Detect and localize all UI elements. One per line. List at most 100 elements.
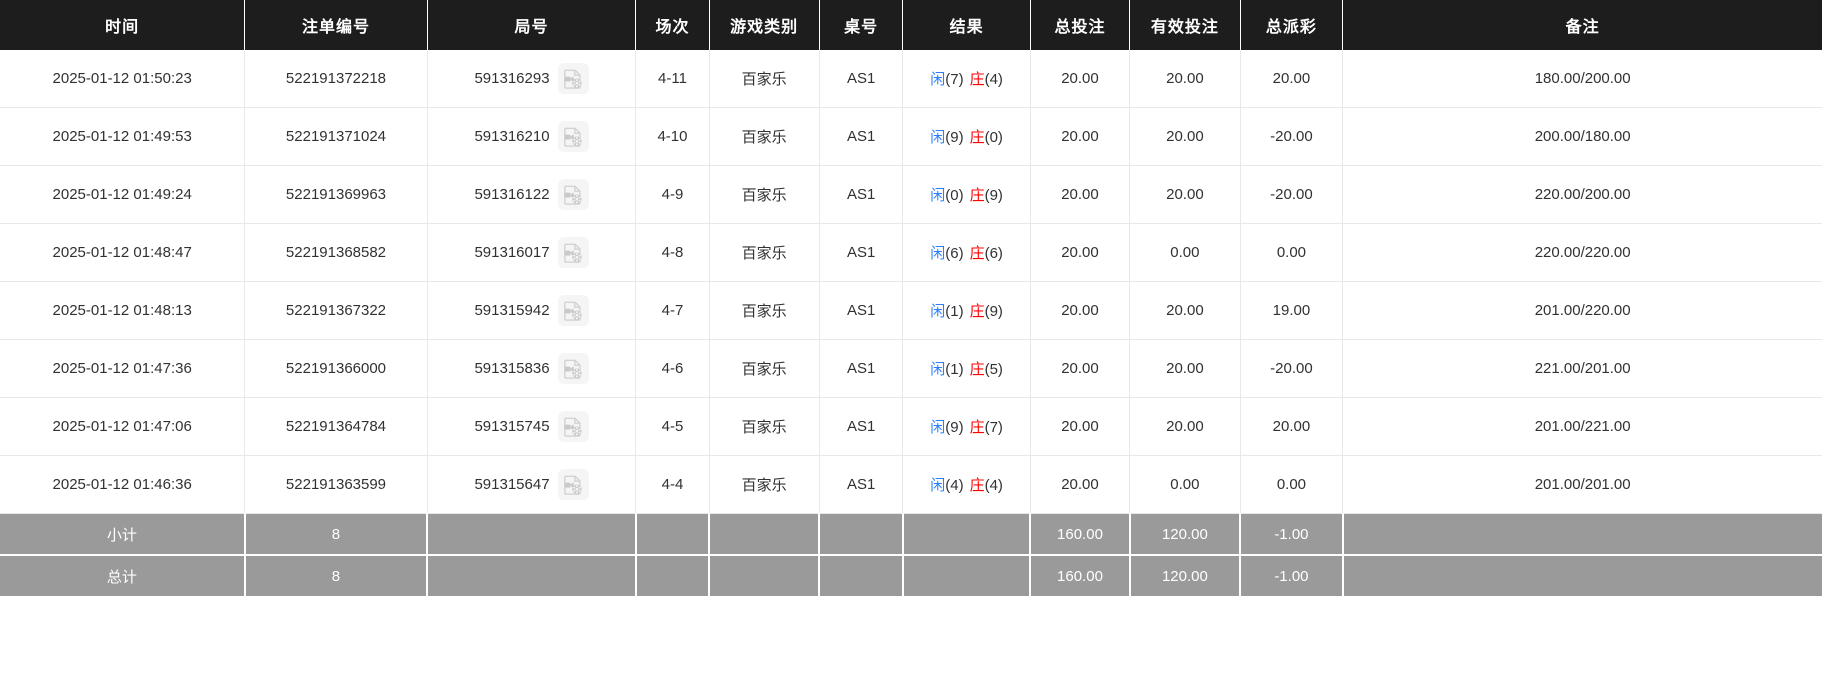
table-row[interactable]: 2025-01-12 01:48:13 522191367322 591315942…	[0, 281, 1822, 340]
cell-time: 2025-01-12 01:47:06	[0, 397, 246, 456]
cell-result: 闲(4) 庄(4)	[902, 455, 1031, 514]
table-row[interactable]: 2025-01-12 01:46:36 522191363599 591315647…	[0, 455, 1822, 514]
cell-round-number: 591315647	[427, 455, 637, 514]
column-header-session[interactable]: 场次	[635, 0, 710, 50]
table-body: 2025-01-12 01:50:23 522191372218 591316293…	[0, 50, 1822, 596]
cell-bet-number: 522191368582	[244, 223, 428, 282]
cell-total-payout: 0.00	[1240, 223, 1344, 282]
result-banker-label: 庄	[969, 245, 985, 262]
column-header-valid_bet[interactable]: 有效投注	[1129, 0, 1241, 50]
cell-result: 闲(1) 庄(5)	[902, 339, 1031, 398]
cell-result: 闲(0) 庄(9)	[902, 165, 1031, 224]
cell-round-number: 591316210	[427, 107, 637, 166]
video-document-icon[interactable]	[557, 63, 589, 94]
result-player-score: (7)	[945, 71, 964, 88]
table-row[interactable]: 2025-01-12 01:50:23 522191372218 591316293…	[0, 50, 1822, 108]
result-banker-label: 庄	[969, 477, 985, 494]
result-player-label: 闲	[930, 477, 946, 494]
round-number-text: 591315647	[474, 476, 550, 493]
cell-total-payout: -20.00	[1240, 339, 1344, 398]
cell-time: 2025-01-12 01:46:36	[0, 455, 246, 514]
column-header-total_payout[interactable]: 总派彩	[1240, 0, 1344, 50]
video-document-icon[interactable]	[557, 411, 589, 442]
cell-time: 2025-01-12 01:49:53	[0, 107, 246, 166]
result-player-score: (9)	[945, 419, 964, 436]
table-row[interactable]: 2025-01-12 01:49:24 522191369963 591316122…	[0, 165, 1822, 224]
cell-total-bet[interactable]: 20.00	[1030, 165, 1131, 224]
video-document-icon[interactable]	[557, 469, 589, 500]
cell-bet-number: 522191364784	[244, 397, 428, 456]
table-row[interactable]: 2025-01-12 01:47:36 522191366000 591315836…	[0, 339, 1822, 398]
video-document-icon[interactable]	[557, 353, 589, 384]
summary-game-type	[709, 513, 821, 556]
video-document-icon[interactable]	[557, 121, 589, 152]
cell-session: 4-11	[635, 50, 710, 108]
cell-bet-number: 522191367322	[244, 281, 428, 340]
result-player-label: 闲	[930, 129, 946, 146]
summary-valid-bet: 120.00	[1129, 513, 1242, 556]
column-header-result[interactable]: 结果	[902, 0, 1031, 50]
column-header-round_no[interactable]: 局号	[427, 0, 637, 50]
cell-total-payout: -20.00	[1240, 165, 1344, 224]
cell-table-number: AS1	[819, 455, 904, 514]
cell-total-bet[interactable]: 20.00	[1030, 339, 1131, 398]
cell-total-bet[interactable]: 20.00	[1030, 397, 1131, 456]
cell-total-payout: 0.00	[1240, 455, 1344, 514]
column-header-time[interactable]: 时间	[0, 0, 246, 50]
column-header-bet_no[interactable]: 注单编号	[244, 0, 428, 50]
round-number-group: 591315745	[434, 411, 630, 442]
cell-round-number: 591315942	[427, 281, 637, 340]
cell-session: 4-6	[635, 339, 710, 398]
cell-round-number: 591316017	[427, 223, 637, 282]
result-player-score: (1)	[945, 361, 964, 378]
cell-remark: 180.00/200.00	[1342, 50, 1822, 108]
result-banker-label: 庄	[969, 129, 985, 146]
cell-game-type: 百家乐	[709, 281, 820, 340]
column-header-total_bet[interactable]: 总投注	[1030, 0, 1131, 50]
cell-remark: 201.00/220.00	[1342, 281, 1822, 340]
summary-table-number	[819, 555, 904, 596]
cell-remark: 221.00/201.00	[1342, 339, 1822, 398]
summary-table-number	[819, 513, 904, 556]
summary-total-bet: 160.00	[1030, 513, 1131, 556]
cell-session: 4-7	[635, 281, 710, 340]
cell-remark: 200.00/180.00	[1342, 107, 1822, 166]
cell-game-type: 百家乐	[709, 455, 820, 514]
video-document-icon[interactable]	[557, 237, 589, 268]
cell-table-number: AS1	[819, 339, 904, 398]
cell-game-type: 百家乐	[709, 223, 820, 282]
cell-result: 闲(9) 庄(0)	[902, 107, 1031, 166]
cell-valid-bet: 20.00	[1129, 165, 1241, 224]
cell-result: 闲(7) 庄(4)	[902, 50, 1031, 108]
video-document-icon[interactable]	[557, 295, 589, 326]
table-row[interactable]: 2025-01-12 01:47:06 522191364784 591315745…	[0, 397, 1822, 456]
result-player-label: 闲	[930, 245, 946, 262]
column-header-game_type[interactable]: 游戏类别	[709, 0, 820, 50]
cell-total-bet[interactable]: 20.00	[1030, 281, 1131, 340]
cell-bet-number: 522191371024	[244, 107, 428, 166]
result-banker-label: 庄	[969, 303, 985, 320]
table-row[interactable]: 2025-01-12 01:49:53 522191371024 591316210…	[0, 107, 1822, 166]
column-header-remark[interactable]: 备注	[1342, 0, 1822, 50]
cell-game-type: 百家乐	[709, 165, 820, 224]
cell-total-bet[interactable]: 20.00	[1030, 50, 1131, 108]
round-number-text: 591316122	[474, 186, 550, 203]
result-banker-score: (5)	[984, 361, 1003, 378]
result-player-score: (6)	[945, 245, 964, 262]
cell-total-bet[interactable]: 20.00	[1030, 107, 1131, 166]
cell-total-payout: 19.00	[1240, 281, 1344, 340]
cell-session: 4-10	[635, 107, 710, 166]
table-row[interactable]: 2025-01-12 01:48:47 522191368582 591316017…	[0, 223, 1822, 282]
column-header-table_no[interactable]: 桌号	[819, 0, 904, 50]
cell-round-number: 591315836	[427, 339, 637, 398]
summary-count: 8	[244, 555, 429, 596]
result-banker-score: (4)	[984, 71, 1003, 88]
cell-time: 2025-01-12 01:48:47	[0, 223, 246, 282]
round-number-text: 591315836	[474, 360, 550, 377]
cell-remark: 220.00/200.00	[1342, 165, 1822, 224]
cell-total-bet[interactable]: 20.00	[1030, 455, 1131, 514]
cell-total-bet[interactable]: 20.00	[1030, 223, 1131, 282]
round-number-group: 591316017	[434, 237, 630, 268]
video-document-icon[interactable]	[557, 179, 589, 210]
cell-round-number: 591316293	[427, 50, 637, 108]
